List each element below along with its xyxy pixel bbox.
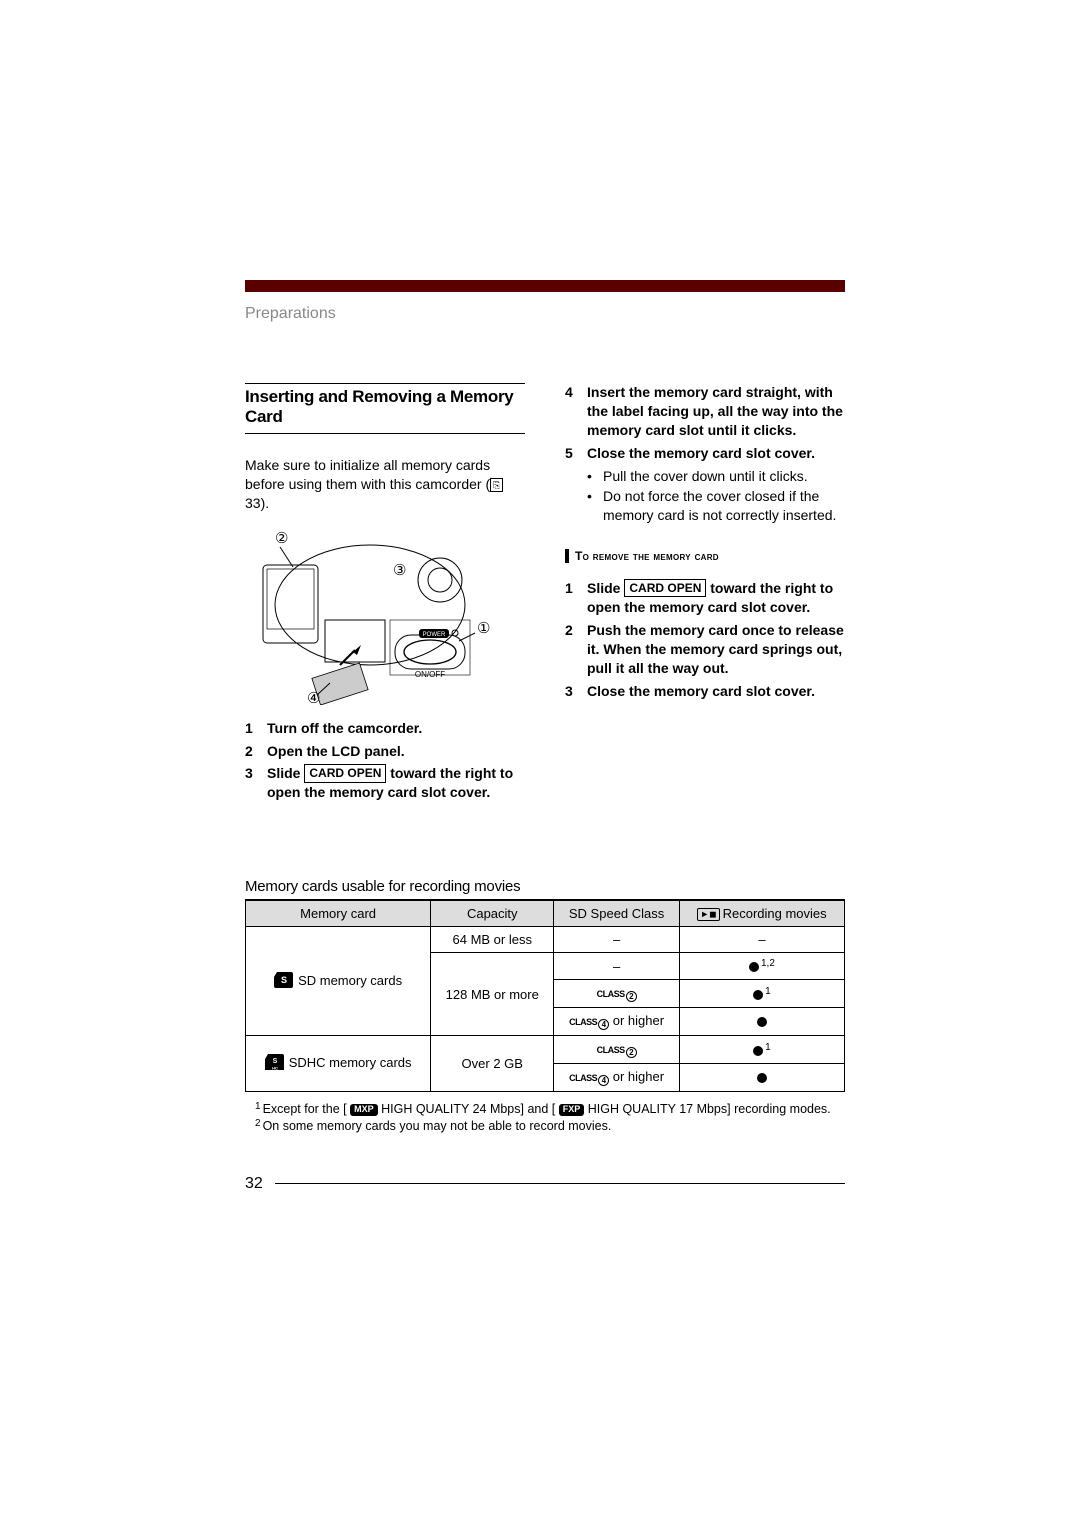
left-column: Inserting and Removing a Memory Card Mak… — [245, 383, 525, 806]
table-caption: Memory cards usable for recording movies — [245, 878, 845, 900]
dot-icon — [757, 1017, 767, 1027]
svg-text:S: S — [281, 975, 287, 985]
dot-icon — [749, 962, 759, 972]
table-cell: 1 — [679, 1036, 844, 1064]
footnotes: 1Except for the [ MXP HIGH QUALITY 24 Mb… — [245, 1100, 845, 1135]
intro-paragraph: Make sure to initialize all memory cards… — [245, 456, 525, 513]
sdhc-logo-icon: SHC — [265, 1054, 285, 1073]
table-cell — [679, 1008, 844, 1036]
header-bar — [245, 280, 845, 292]
step-item: 4 Insert the memory card straight, with … — [565, 383, 845, 440]
svg-text:④: ④ — [307, 690, 320, 705]
svg-text:①: ① — [477, 620, 490, 637]
insert-steps-right: 4 Insert the memory card straight, with … — [565, 383, 845, 527]
class2-badge: CLASS2 — [597, 1045, 637, 1058]
page-ref-icon: ⎘ — [490, 478, 503, 492]
bullet-item: Pull the cover down until it clicks. — [587, 467, 845, 486]
memory-card-table: Memory card Capacity SD Speed Class ►◼Re… — [245, 900, 845, 1092]
step-item: 1 Turn off the camcorder. — [245, 719, 525, 738]
table-cell: 64 MB or less — [431, 927, 554, 953]
table-cell: – — [679, 927, 844, 953]
table-header: Memory card — [246, 901, 431, 927]
table-cell: Over 2 GB — [431, 1036, 554, 1092]
mxp-badge: MXP — [350, 1104, 378, 1116]
class4-badge: CLASS4 — [569, 1017, 609, 1030]
movie-icon: ►◼ — [697, 908, 719, 921]
class4-badge: CLASS4 — [569, 1073, 609, 1086]
remove-heading: To remove the memory card — [565, 549, 845, 563]
svg-text:S: S — [272, 1058, 277, 1065]
section-label: Preparations — [245, 305, 845, 323]
dot-icon — [757, 1073, 767, 1083]
table-header: Capacity — [431, 901, 554, 927]
card-open-label: CARD OPEN — [304, 764, 386, 782]
sd-logo-icon: S — [274, 972, 294, 991]
insert-steps-left: 1 Turn off the camcorder. 2 Open the LCD… — [245, 719, 525, 803]
svg-text:POWER: POWER — [423, 632, 446, 638]
table-cell: CLASS4 or higher — [554, 1008, 680, 1036]
right-column: 4 Insert the memory card straight, with … — [565, 383, 845, 806]
table-row: S SD memory cards 64 MB or less – – — [246, 927, 845, 953]
svg-text:ON/OFF: ON/OFF — [415, 670, 445, 679]
svg-text:②: ② — [275, 530, 288, 547]
dot-icon — [753, 990, 763, 1000]
table-cell: S SD memory cards — [246, 927, 431, 1036]
svg-text:③: ③ — [393, 562, 406, 579]
step-item: 1 Slide CARD OPEN toward the right to op… — [565, 579, 845, 617]
dot-icon — [753, 1046, 763, 1056]
step-item: 2 Push the memory card once to release i… — [565, 621, 845, 678]
table-header: ►◼Recording movies — [679, 901, 844, 927]
step-item: 2 Open the LCD panel. — [245, 742, 525, 761]
table-cell: CLASS2 — [554, 1036, 680, 1064]
table-cell: SHC SDHC memory cards — [246, 1036, 431, 1092]
step-item: 3 Close the memory card slot cover. — [565, 682, 845, 701]
fxp-badge: FXP — [559, 1104, 585, 1116]
table-cell: 128 MB or more — [431, 953, 554, 1036]
table-cell: 1 — [679, 980, 844, 1008]
step-item: 5 Close the memory card slot cover. Pull… — [565, 444, 845, 528]
table-cell: CLASS4 or higher — [554, 1064, 680, 1092]
table-row: SHC SDHC memory cards Over 2 GB CLASS2 1 — [246, 1036, 845, 1064]
table-cell: CLASS2 — [554, 980, 680, 1008]
remove-steps: 1 Slide CARD OPEN toward the right to op… — [565, 579, 845, 700]
camcorder-diagram: POWER ON/OFF ② ③ ① ④ — [245, 525, 505, 705]
table-header: SD Speed Class — [554, 901, 680, 927]
table-cell: – — [554, 927, 680, 953]
class2-badge: CLASS2 — [597, 989, 637, 1002]
bullet-item: Do not force the cover closed if the mem… — [587, 487, 845, 525]
svg-text:HC: HC — [272, 1066, 278, 1071]
card-open-label: CARD OPEN — [624, 579, 706, 597]
page-footer: 32 — [245, 1175, 845, 1193]
step-item: 3 Slide CARD OPEN toward the right to op… — [245, 764, 525, 802]
section-heading: Inserting and Removing a Memory Card — [245, 387, 525, 434]
table-cell: – — [554, 953, 680, 980]
table-cell: 1,2 — [679, 953, 844, 980]
table-cell — [679, 1064, 844, 1092]
page-number: 32 — [245, 1175, 263, 1193]
